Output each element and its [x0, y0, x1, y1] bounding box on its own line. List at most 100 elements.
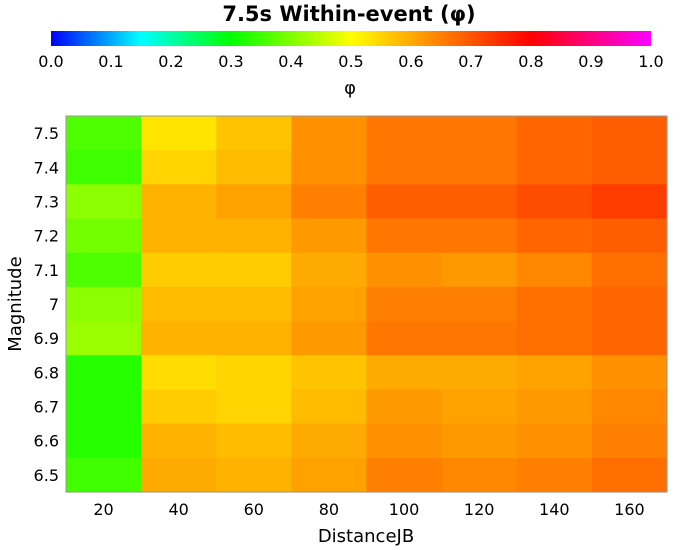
- colorbar-tick-label: 0.9: [578, 52, 603, 71]
- colorbar-tick-label: 1.0: [638, 52, 663, 71]
- heatmap-cell: [366, 457, 443, 493]
- heatmap-cell: [141, 116, 217, 151]
- heatmap-cell: [66, 355, 142, 391]
- heatmap-cell: [591, 457, 668, 493]
- heatmap-cell: [216, 116, 292, 151]
- x-tick-label: 100: [389, 500, 420, 519]
- x-axis-ticks: 20 40 60 80 100 120 140 160: [93, 500, 644, 519]
- heatmap-cell: [291, 389, 368, 425]
- heatmap-cell: [591, 184, 668, 220]
- heatmap-cell: [66, 218, 142, 254]
- y-tick-label: 7.2: [34, 227, 59, 246]
- x-tick-label: 140: [539, 500, 570, 519]
- x-tick-label: 80: [319, 500, 339, 519]
- heatmap-cell: [66, 457, 142, 493]
- heatmap-cell: [291, 218, 368, 254]
- heatmap-cell: [291, 457, 368, 493]
- heatmap-cell: [441, 116, 518, 151]
- heatmap-cell: [291, 150, 368, 185]
- heatmap-cell: [591, 321, 668, 356]
- chart-title: 7.5s Within-event (φ): [222, 2, 475, 26]
- heatmap-cell: [366, 218, 443, 254]
- heatmap-cell: [141, 321, 217, 356]
- y-tick-label: 7.4: [34, 158, 59, 177]
- heatmap-cell: [291, 184, 368, 220]
- heatmap-cell: [441, 252, 518, 288]
- y-axis-ticks: 7.5 7.4 7.3 7.2 7.1 7 6.9 6.8 6.7 6.6 6.5: [34, 124, 59, 485]
- heatmap-cell: [516, 457, 593, 493]
- heatmap-cell: [216, 355, 292, 391]
- heatmap-cell: [366, 321, 443, 356]
- heatmap-cell: [141, 150, 217, 185]
- heatmap-cell: [291, 252, 368, 288]
- colorbar-label: φ: [344, 78, 356, 99]
- y-tick-label: 7.1: [34, 261, 59, 280]
- heatmap-cell: [291, 423, 368, 459]
- heatmap-cell: [441, 423, 518, 459]
- colorbar-gradient: [51, 31, 651, 46]
- x-tick-label: 20: [93, 500, 113, 519]
- heatmap-cell: [591, 252, 668, 288]
- colorbar-tick-label: 0.7: [458, 52, 483, 71]
- colorbar-tick-label: 0.4: [278, 52, 303, 71]
- y-tick-label: 7: [49, 295, 59, 314]
- heatmap-cell: [216, 389, 292, 425]
- heatmap-cell: [291, 286, 368, 322]
- y-tick-label: 6.7: [34, 398, 59, 417]
- heatmap-cell: [66, 150, 142, 185]
- heatmap-cell: [291, 321, 368, 356]
- colorbar-tick-label: 0.6: [398, 52, 423, 71]
- heatmap-cell: [216, 286, 292, 322]
- y-tick-label: 7.5: [34, 124, 59, 143]
- heatmap-cell: [591, 423, 668, 459]
- heatmap-cell: [141, 286, 217, 322]
- heatmap-cell: [216, 321, 292, 356]
- heatmap-cell: [366, 184, 443, 220]
- heatmap-cell: [591, 150, 668, 185]
- heatmap-cell: [141, 252, 217, 288]
- x-tick-label: 160: [614, 500, 645, 519]
- heatmap-cell: [216, 218, 292, 254]
- heatmap-cell: [216, 252, 292, 288]
- colorbar-tick-label: 0.0: [38, 52, 63, 71]
- heatmap-cell: [516, 355, 593, 391]
- y-axis-label: Magnitude: [5, 256, 26, 351]
- heatmap-cell: [366, 423, 443, 459]
- heatmap-cell: [366, 355, 443, 391]
- colorbar-tick-label: 0.3: [218, 52, 243, 71]
- heatmap-cell: [366, 389, 443, 425]
- colorbar-ticks: 0.0 0.1 0.2 0.3 0.4 0.5 0.6 0.7 0.8 0.9 1.0: [38, 52, 663, 71]
- colorbar-tick-label: 0.8: [518, 52, 543, 71]
- heatmap-cell: [441, 218, 518, 254]
- heatmap-cell: [141, 389, 217, 425]
- y-tick-label: 7.3: [34, 192, 59, 211]
- heatmap-cell: [441, 321, 518, 356]
- heatmap-cell: [441, 355, 518, 391]
- heatmap-cell: [366, 116, 443, 151]
- heatmap-cell: [441, 286, 518, 322]
- colorbar-tick-label: 0.1: [98, 52, 123, 71]
- heatmap-cell: [66, 184, 142, 220]
- heatmap-cell: [591, 286, 668, 322]
- heatmap-cell: [441, 457, 518, 493]
- y-tick-label: 6.6: [34, 432, 59, 451]
- heatmap-cell: [216, 457, 292, 493]
- heatmap-cells: [66, 116, 668, 493]
- heatmap-cell: [66, 252, 142, 288]
- heatmap-cell: [141, 457, 217, 493]
- heatmap-cell: [441, 389, 518, 425]
- heatmap-cell: [66, 321, 142, 356]
- plot-area-frame: [65, 115, 668, 493]
- heatmap-cell: [591, 355, 668, 391]
- heatmap-cell: [141, 184, 217, 220]
- heatmap-cell: [516, 116, 593, 151]
- heatmap-cell: [291, 116, 368, 151]
- heatmap-cell: [366, 252, 443, 288]
- y-tick-label: 6.5: [34, 466, 59, 485]
- heatmap-cell: [66, 116, 142, 151]
- x-tick-label: 120: [464, 500, 495, 519]
- heatmap-cell: [366, 286, 443, 322]
- heatmap-cell: [366, 150, 443, 185]
- heatmap-cell: [516, 218, 593, 254]
